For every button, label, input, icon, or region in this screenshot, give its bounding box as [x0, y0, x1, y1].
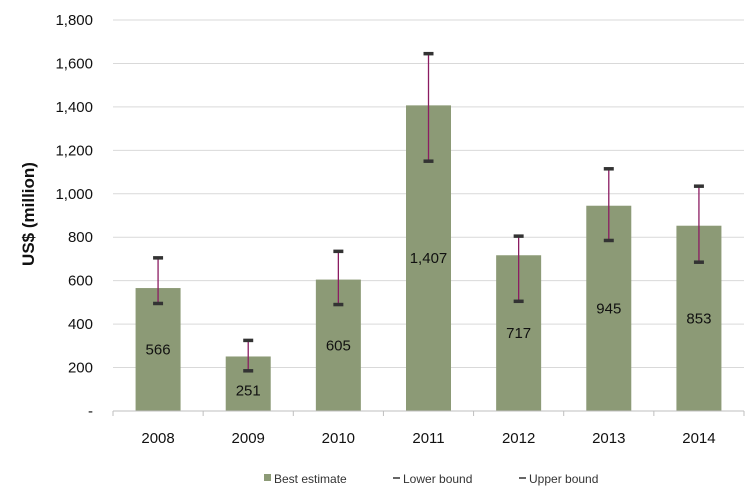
y-axis-title: US$ (million) [19, 162, 38, 266]
bar [135, 288, 181, 411]
data-label: 945 [596, 300, 621, 317]
y-tick-label: 200 [68, 360, 93, 377]
y-tick-label: 400 [68, 316, 93, 333]
y-tick-label: 1,800 [55, 12, 93, 29]
legend-swatch-best-estimate [264, 474, 271, 481]
y-tick-label: 600 [68, 273, 93, 290]
x-tick-label: 2013 [592, 430, 625, 447]
axes: - 200 400 600 800 1,000 1,200 1,400 1,600 1,800 20… [55, 12, 745, 447]
legend-label: Upper bound [529, 472, 598, 486]
x-tick-label: 2009 [232, 430, 265, 447]
y-tick-label: 1,000 [55, 186, 93, 203]
y-tick-label: 1,400 [55, 99, 93, 116]
data-label: 605 [326, 337, 351, 354]
legend-label: Lower bound [403, 472, 472, 486]
x-tick-label: 2008 [141, 430, 174, 447]
data-label: 853 [686, 310, 711, 327]
data-label: 717 [506, 325, 531, 342]
data-labels: 566 251 605 1,407 717 945 853 [146, 250, 712, 399]
x-tick-label: 2011 [412, 430, 444, 447]
legend-label: Best estimate [274, 472, 347, 486]
x-tick-label: 2014 [682, 430, 715, 447]
x-tick-label: 2010 [322, 430, 355, 447]
error-bars [153, 51, 704, 373]
bars [135, 105, 722, 411]
y-tick-label: - [88, 403, 93, 420]
y-tick-label: 1,600 [55, 55, 93, 72]
data-label: 1,407 [410, 250, 448, 267]
x-tick-label: 2012 [502, 430, 535, 447]
data-label: 566 [146, 342, 171, 359]
legend: Best estimate Lower bound Upper bound [264, 472, 598, 486]
y-tick-label: 800 [68, 229, 93, 246]
y-tick-label: 1,200 [55, 142, 93, 159]
data-label: 251 [236, 382, 261, 399]
